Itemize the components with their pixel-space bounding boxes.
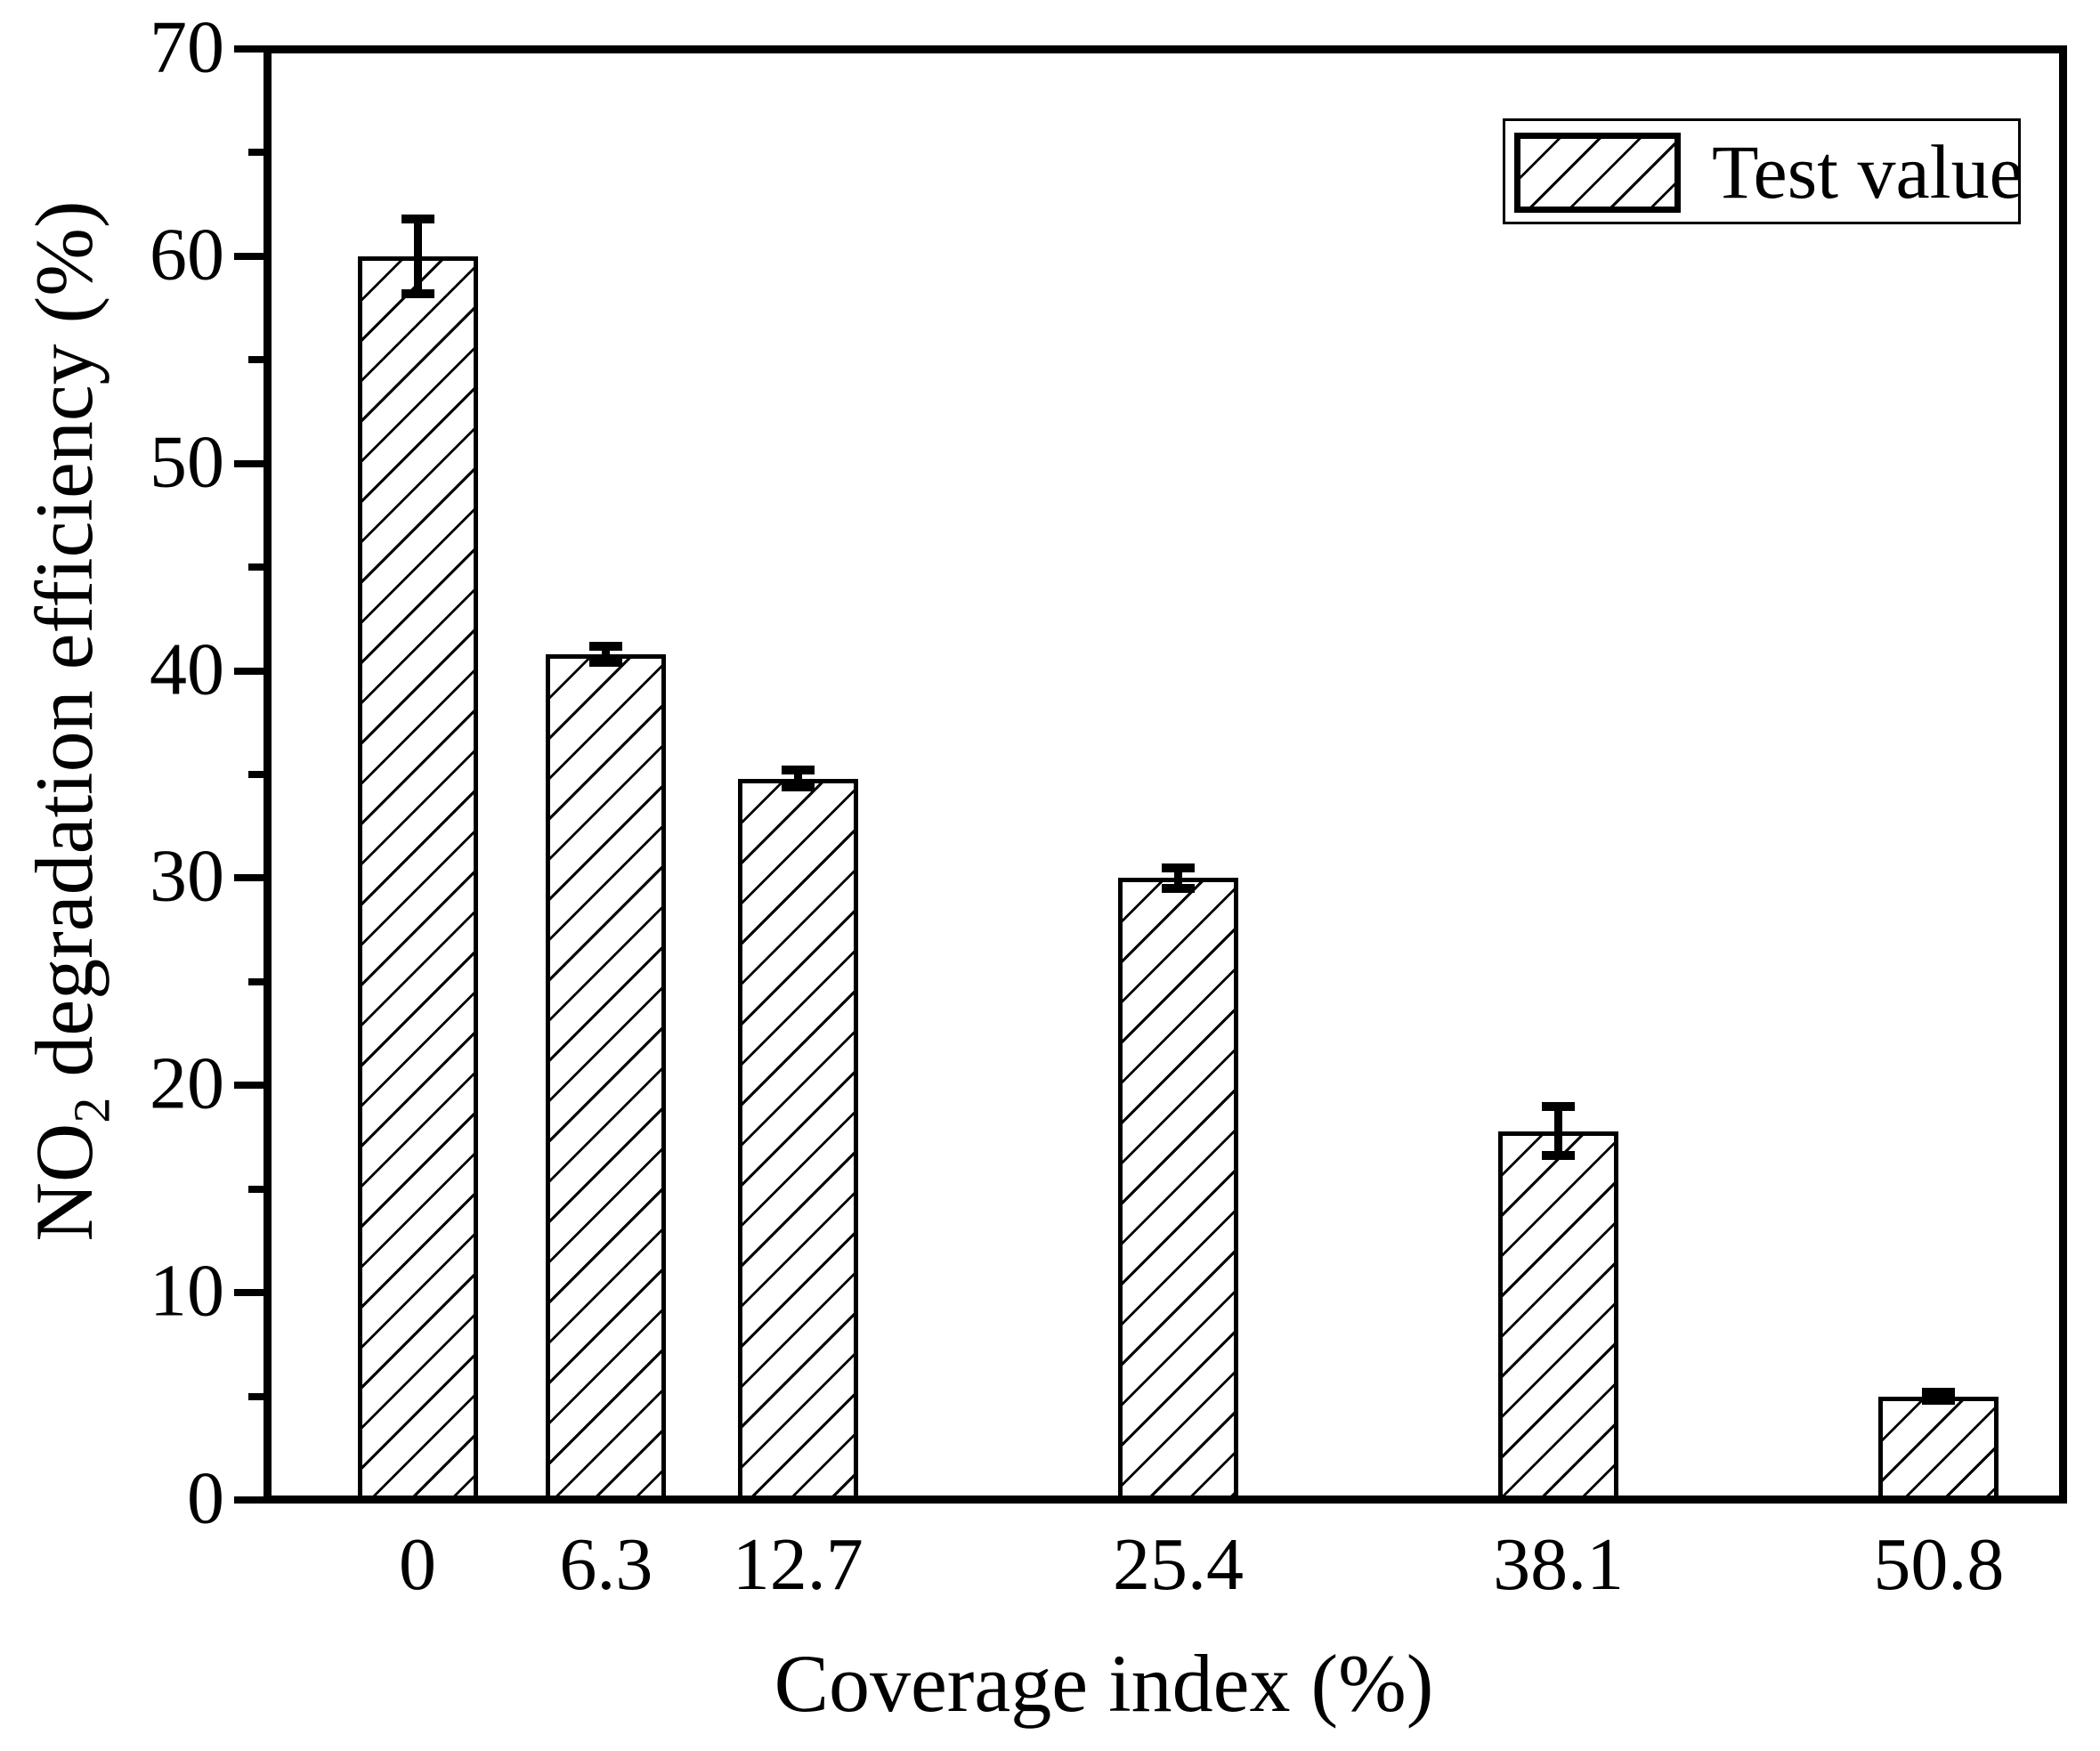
y-tick-label: 0	[187, 1456, 224, 1540]
error-bar	[1554, 1106, 1563, 1156]
x-tick-label: 50.8	[1873, 1523, 2005, 1606]
error-bar-cap-bottom	[589, 658, 623, 668]
bar	[737, 778, 858, 1496]
error-bar	[793, 770, 802, 787]
error-bar-cap-top	[781, 766, 815, 775]
y-tick-label: 30	[150, 834, 224, 918]
y-major-tick	[234, 1496, 264, 1504]
error-bar-cap-top	[401, 214, 434, 223]
y-major-tick	[234, 45, 264, 53]
error-bar-cap-top	[1161, 863, 1195, 872]
y-major-tick	[234, 667, 264, 675]
x-tick-label: 0	[399, 1523, 436, 1606]
y-axis-title-prefix: NO	[19, 1123, 109, 1242]
y-major-tick	[234, 1082, 264, 1090]
y-tick-label: 10	[150, 1249, 224, 1333]
y-major-tick	[234, 252, 264, 260]
bar	[1498, 1131, 1619, 1496]
error-bar-cap-bottom	[1542, 1151, 1576, 1161]
y-tick-label: 40	[150, 627, 224, 710]
x-tick-label: 25.4	[1112, 1523, 1244, 1606]
x-tick-label: 38.1	[1493, 1523, 1625, 1606]
y-minor-tick	[248, 356, 264, 364]
y-axis-title-suffix: degradation efficiency (%)	[19, 200, 109, 1098]
y-major-tick	[234, 1289, 264, 1297]
y-minor-tick	[248, 149, 264, 157]
y-minor-tick	[248, 1392, 264, 1400]
y-axis-title: NO2 degradation efficiency (%)	[19, 200, 120, 1241]
error-bar	[1173, 867, 1182, 889]
y-major-tick	[234, 874, 264, 882]
y-minor-tick	[248, 977, 264, 985]
bar	[546, 653, 667, 1496]
y-tick-label: 50	[150, 420, 224, 504]
bar	[357, 255, 478, 1496]
error-bar	[602, 645, 611, 663]
error-bar-cap-bottom	[781, 782, 815, 791]
y-minor-tick	[248, 563, 264, 572]
y-tick-label: 70	[150, 5, 224, 89]
bar	[1878, 1396, 1999, 1496]
legend: Test value	[1503, 118, 2023, 224]
error-bar-cap-bottom	[1161, 884, 1195, 894]
error-bar	[413, 218, 422, 294]
x-axis-title: Coverage index (%)	[774, 1638, 1434, 1729]
y-tick-label: 20	[150, 1042, 224, 1125]
y-tick-label: 60	[150, 213, 224, 296]
legend-entry-label: Test value	[1712, 128, 2023, 215]
y-minor-tick	[248, 1185, 264, 1193]
x-tick-label: 6.3	[559, 1523, 653, 1606]
legend-swatch-hatched	[1514, 133, 1681, 213]
y-axis-title-subscript: 2	[62, 1097, 121, 1123]
bar	[1117, 878, 1238, 1496]
y-major-tick	[234, 459, 264, 467]
error-bar-cap-bottom	[1922, 1396, 1956, 1406]
error-bar-cap-bottom	[401, 288, 434, 298]
x-tick-label: 12.7	[732, 1523, 864, 1606]
y-minor-tick	[248, 771, 264, 778]
error-bar-cap-top	[1922, 1387, 1956, 1397]
error-bar-cap-top	[1542, 1101, 1576, 1111]
error-bar-cap-top	[589, 641, 623, 651]
